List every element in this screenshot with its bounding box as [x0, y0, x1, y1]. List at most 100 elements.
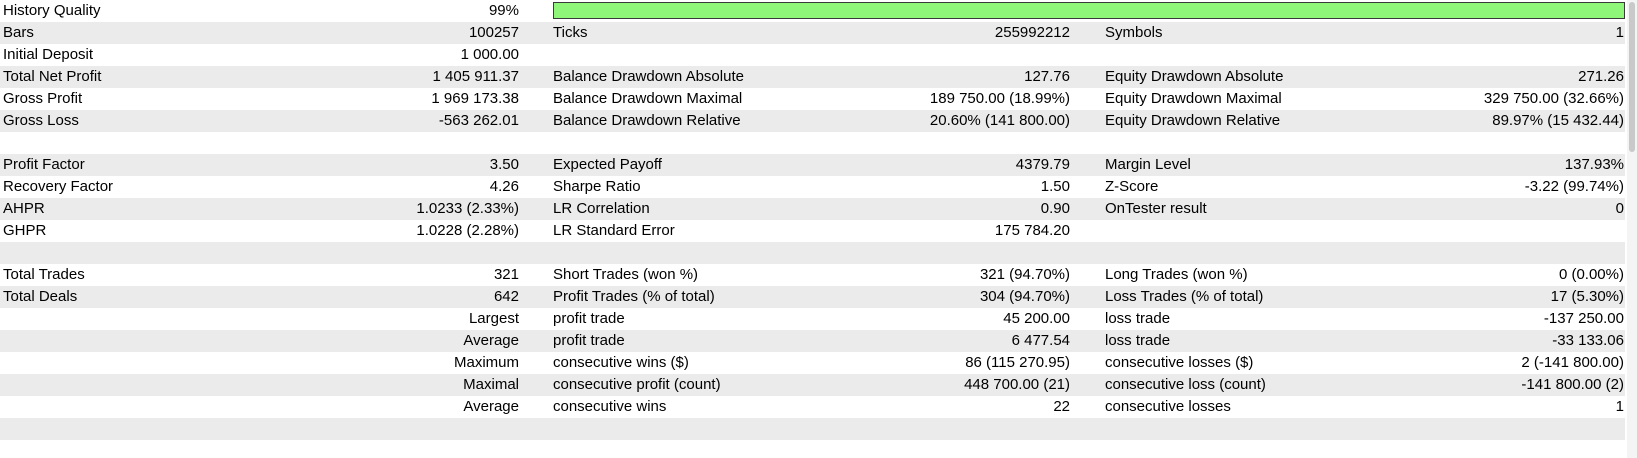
- stat-row: Profit Factor 3.50 Expected Payoff 4379.79 M…: [0, 154, 1625, 176]
- stat-row: [0, 132, 1625, 154]
- stat-value-col1: 321: [493, 266, 519, 283]
- stat-label-col1: Gross Profit: [3, 90, 83, 107]
- stat-value-col3: -3.22 (99.74%): [1524, 178, 1624, 195]
- stat-label-col1: Bars: [3, 24, 34, 41]
- stat-label-col1: Total Deals: [3, 288, 78, 305]
- stat-label-col1: Total Net Profit: [3, 68, 102, 85]
- stat-value-col1: Average: [463, 332, 519, 349]
- stat-label-col3: OnTester result: [1105, 200, 1207, 217]
- stat-value-col1: Maximum: [453, 354, 519, 371]
- stat-label-col1: Total Trades: [3, 266, 85, 283]
- stat-value-col2: 22: [1053, 398, 1070, 415]
- vertical-scrollbar[interactable]: [1627, 0, 1637, 458]
- stat-value-col3: 0 (0.00%): [1558, 266, 1624, 283]
- stat-label-col3: Equity Drawdown Relative: [1105, 112, 1281, 129]
- stat-row: GHPR 1.0228 (2.28%) LR Standard Error 175 7…: [0, 220, 1625, 242]
- stat-value-col3: 89.97% (15 432.44): [1492, 112, 1624, 129]
- stat-value-col1: 1.0228 (2.28%): [416, 222, 519, 239]
- stat-label-col2: profit trade: [553, 332, 625, 349]
- stat-value-col2: 255992212: [994, 24, 1070, 41]
- history-quality-row: History Quality 99%: [0, 0, 1625, 22]
- stat-label-col2: Short Trades (won %): [553, 266, 699, 283]
- statistics-rows: Bars 100257 Ticks 255992212 Symbols 1 Initial …: [0, 22, 1625, 440]
- stat-value-col1: [300, 242, 519, 264]
- stat-value-col1: 4.26: [489, 178, 519, 195]
- stat-value-col2: [800, 418, 1070, 440]
- stat-value-col1: 1 405 911.37: [432, 68, 519, 85]
- stat-label-col3: loss trade: [1105, 310, 1171, 327]
- stat-value-col3: 0: [1615, 200, 1624, 217]
- stat-value-col3: 2 (-141 800.00): [1521, 354, 1624, 371]
- stat-value-col2: 0.90: [1040, 200, 1070, 217]
- stat-value-col1: [300, 132, 519, 154]
- stat-label-col3: consecutive losses ($): [1105, 354, 1254, 371]
- stat-value-col3: [1300, 418, 1624, 440]
- stat-label-col3: Long Trades (won %): [1105, 266, 1248, 283]
- stat-label-col3: Equity Drawdown Maximal: [1105, 90, 1282, 107]
- stat-value-col2: 321 (94.70%): [979, 266, 1070, 283]
- stat-label-col2: profit trade: [553, 310, 625, 327]
- stat-value-col2: 4379.79: [1015, 156, 1070, 173]
- stat-value-col2: 448 700.00 (21): [964, 376, 1070, 393]
- stat-value-col1: Largest: [468, 310, 519, 327]
- stat-value-col2: 45 200.00: [1003, 310, 1070, 327]
- stat-value-col2: 6 477.54: [1011, 332, 1070, 349]
- stat-value-col2: 304 (94.70%): [979, 288, 1070, 305]
- stat-label-col2: LR Correlation: [553, 200, 650, 217]
- stat-label-col2: consecutive wins: [553, 398, 667, 415]
- stat-value-col3: [1300, 44, 1624, 66]
- stat-row: Maximal consecutive profit (count) 448 700…: [0, 374, 1625, 396]
- stat-label-col2: Balance Drawdown Relative: [553, 112, 741, 129]
- stat-value-col3: 329 750.00 (32.66%): [1483, 90, 1624, 107]
- stat-value-col2: 127.76: [1024, 68, 1070, 85]
- stat-value-col2: 1.50: [1040, 178, 1070, 195]
- stat-label-col2: Ticks: [553, 24, 588, 41]
- tester-report-table: History Quality 99% Bars 100257 Ticks 25599…: [0, 0, 1625, 440]
- stat-value-col1: -563 262.01: [438, 112, 519, 129]
- stat-label-col2: consecutive wins ($): [553, 354, 689, 371]
- stat-value-col3: 137.93%: [1564, 156, 1624, 173]
- history-quality-value: 99%: [488, 2, 519, 19]
- stat-row: Initial Deposit 1 000.00: [0, 44, 1625, 66]
- stat-label-col1: Profit Factor: [3, 156, 85, 173]
- stat-row: Total Trades 321 Short Trades (won %) 321 (…: [0, 264, 1625, 286]
- stat-label-col2: Sharpe Ratio: [553, 178, 641, 195]
- stat-value-col2: 20.60% (141 800.00): [929, 112, 1070, 129]
- stat-row: Gross Profit 1 969 173.38 Balance Drawdown…: [0, 88, 1625, 110]
- stat-label-col1: AHPR: [3, 200, 45, 217]
- stat-value-col1: [300, 418, 519, 440]
- scrollbar-thumb[interactable]: [1629, 2, 1635, 152]
- history-quality-bar: [553, 2, 1625, 19]
- stat-label-col2: Profit Trades (% of total): [553, 288, 715, 305]
- stat-label-col2: Balance Drawdown Absolute: [553, 68, 744, 85]
- stat-value-col1: 100257: [468, 24, 519, 41]
- history-quality-label: History Quality: [3, 2, 101, 19]
- stat-label-col3: Equity Drawdown Absolute: [1105, 68, 1284, 85]
- stat-label-col1: Gross Loss: [3, 112, 79, 129]
- stat-row: AHPR 1.0233 (2.33%) LR Correlation 0.90 OnTe…: [0, 198, 1625, 220]
- stat-label-col2: Expected Payoff: [553, 156, 662, 173]
- stat-label-col2: Balance Drawdown Maximal: [553, 90, 743, 107]
- stat-value-col2: 189 750.00 (18.99%): [929, 90, 1070, 107]
- stat-row: [0, 418, 1625, 440]
- stat-label-col3: consecutive losses: [1105, 398, 1231, 415]
- stat-value-col1: Maximal: [463, 376, 519, 393]
- stat-value-col2: 175 784.20: [994, 222, 1070, 239]
- stat-label-col3: loss trade: [1105, 332, 1171, 349]
- stat-value-col2: [800, 44, 1070, 66]
- stat-row: Average consecutive wins 22 consecutive los…: [0, 396, 1625, 418]
- stat-value-col3: 1: [1615, 398, 1624, 415]
- stat-value-col3: [1300, 132, 1624, 154]
- stat-row: Average profit trade 6 477.54 loss trade -33…: [0, 330, 1625, 352]
- stat-row: [0, 242, 1625, 264]
- stat-value-col3: -33 133.06: [1552, 332, 1624, 349]
- stat-label-col1: Recovery Factor: [3, 178, 114, 195]
- stat-value-col3: -141 800.00 (2): [1521, 376, 1624, 393]
- stat-value-col1: 3.50: [489, 156, 519, 173]
- stat-value-col1: 1 000.00: [460, 46, 519, 63]
- stat-value-col1: 1.0233 (2.33%): [416, 200, 519, 217]
- stat-label-col1: Initial Deposit: [3, 46, 94, 63]
- stat-value-col2: 86 (115 270.95): [965, 354, 1070, 371]
- stat-label-col3: Margin Level: [1105, 156, 1191, 173]
- stat-label-col3: Symbols: [1105, 24, 1163, 41]
